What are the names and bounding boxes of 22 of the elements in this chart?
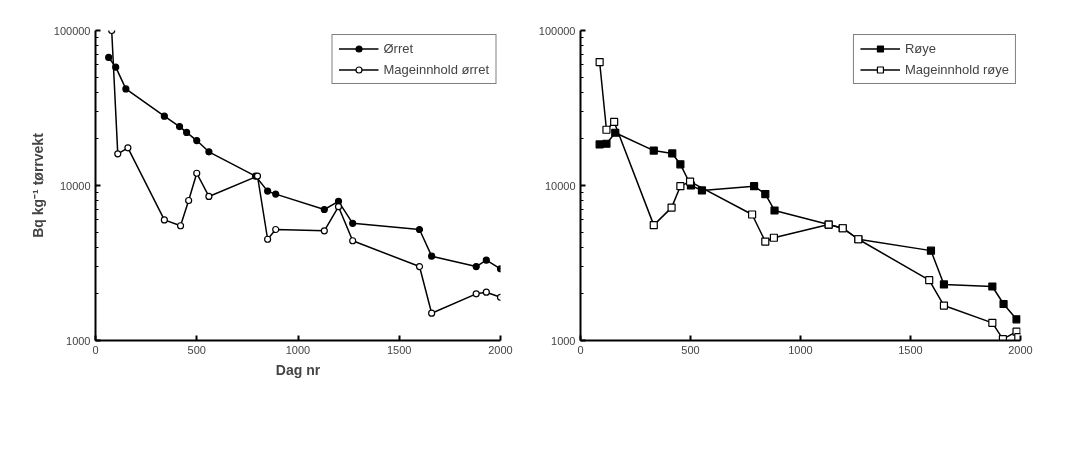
y-tick-label: 10000 <box>59 179 91 192</box>
y-tick-label: 1000 <box>551 334 576 347</box>
x-tick-label: 500 <box>681 343 700 356</box>
x-tick-label: 2000 <box>488 343 513 356</box>
y-tick-label: 100000 <box>538 24 576 37</box>
x-axis-title: Dag nr <box>275 361 321 378</box>
legend-label: Røye <box>904 41 936 56</box>
y-tick-label: 100000 <box>53 24 91 37</box>
x-tick-label: 0 <box>577 343 584 356</box>
x-tick-label: 2000 <box>1008 343 1033 356</box>
y-axis-title: Bq kg⁻¹ tørrvekt <box>29 132 46 238</box>
legend-label: Ørret <box>383 41 414 56</box>
legend-label: Mageinnhold ørret <box>383 62 489 77</box>
x-tick-label: 500 <box>187 343 206 356</box>
legend-label: Mageinnhold røye <box>904 62 1009 77</box>
x-tick-label: 1000 <box>285 343 311 356</box>
y-tick-label: 1000 <box>66 334 91 347</box>
x-tick-label: 1500 <box>387 343 412 356</box>
x-tick-label: 0 <box>92 343 99 356</box>
x-tick-label: 1000 <box>788 343 813 356</box>
y-tick-label: 10000 <box>544 179 576 192</box>
x-tick-label: 1500 <box>898 343 923 356</box>
